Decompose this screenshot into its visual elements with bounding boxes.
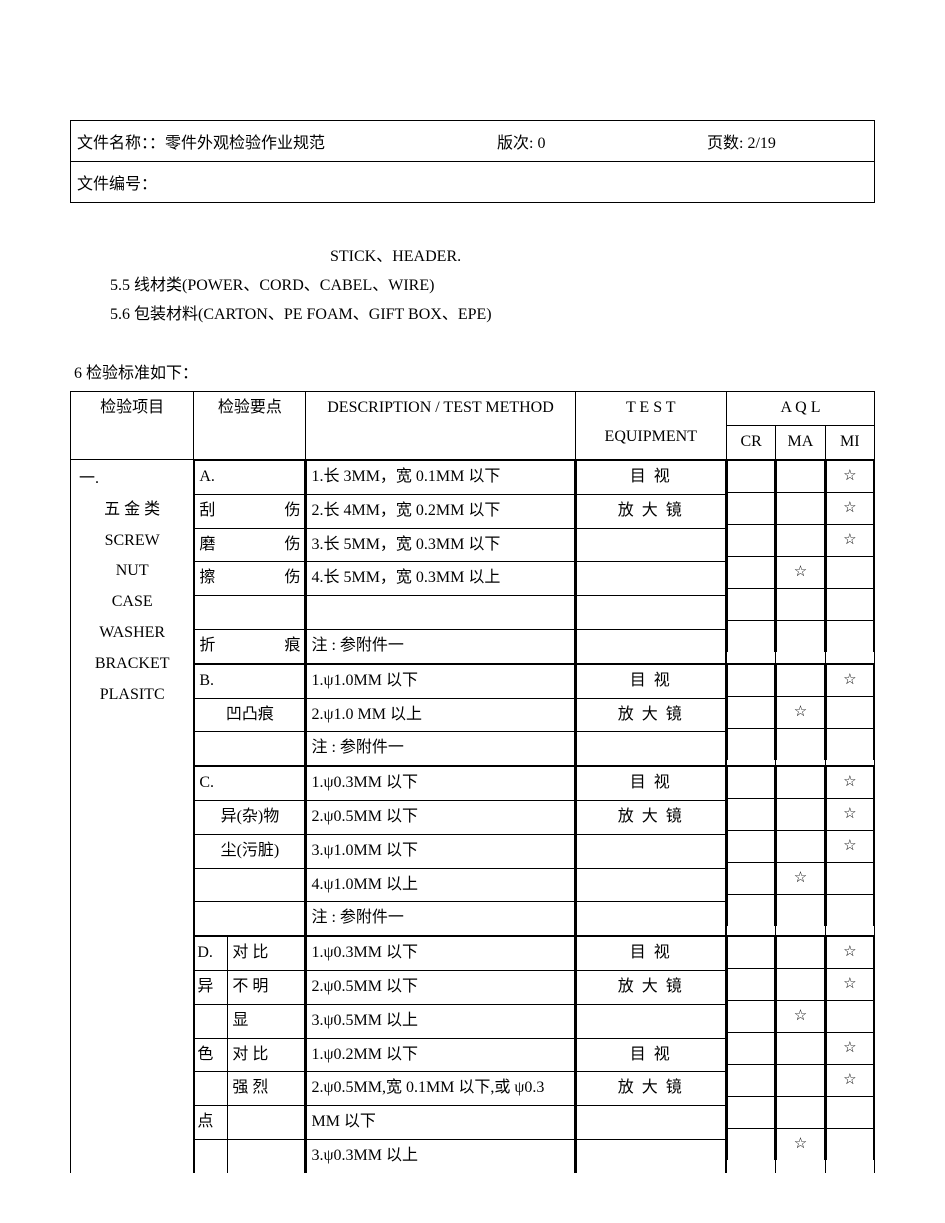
- col1-l7: BRACKET: [75, 649, 189, 680]
- col1-l5: CASE: [75, 587, 189, 618]
- secA-d3: 3.长 5MM，宽 0.3MM 以下: [307, 528, 574, 562]
- col1-l2: 五 金 类: [75, 495, 189, 526]
- col1-cell: 一. 五 金 类 SCREW NUT CASE WASHER BRACKET P…: [71, 459, 194, 1172]
- secA-d1: 1.长 3MM，宽 0.1MM 以下: [307, 460, 574, 494]
- secB-mi: ☆: [825, 663, 874, 765]
- th-desc: DESCRIPTION / TEST METHOD: [306, 392, 575, 460]
- secC-desc: 1.ψ0.3MM 以下 2.ψ0.5MM 以下 3.ψ1.0MM 以下 4.ψ1…: [306, 766, 575, 936]
- col1-l3: SCREW: [75, 526, 189, 557]
- version-label: 版次:: [497, 135, 533, 152]
- secB-desc: 1.ψ1.0MM 以下 2.ψ1.0 MM 以上 注 : 参附件一: [306, 663, 575, 765]
- secC-eq: 目 视 放 大 镜: [575, 766, 726, 936]
- secB-cr: [726, 663, 775, 765]
- secA-key-l6: 折 痕: [195, 629, 305, 662]
- thead-row-1: 检验项目 检验要点 DESCRIPTION / TEST METHOD T E …: [71, 392, 875, 426]
- secA-key: A. 刮 伤 磨 伤 擦 伤 折 痕: [194, 459, 306, 663]
- secD-mi: ☆ ☆ ☆ ☆: [825, 936, 874, 1173]
- th-aql: A Q L: [726, 392, 874, 426]
- secA-key-l2: 刮 伤: [195, 494, 305, 528]
- secB-eq: 目 视 放 大 镜: [575, 663, 726, 765]
- col1-l6: WASHER: [75, 618, 189, 649]
- secC-ma: ☆: [776, 766, 825, 936]
- secA-cr: [726, 459, 775, 663]
- secA-d4: 4.长 5MM，宽 0.3MM 以上: [307, 562, 574, 596]
- secD-cr: [726, 936, 775, 1173]
- document-header: 文件名称：：零件外观检验作业规范 版次: 0 页数: 2/19 文件编号：: [70, 120, 875, 203]
- th-ma: MA: [776, 426, 825, 460]
- secA-mi: ☆ ☆ ☆: [825, 459, 874, 663]
- secA-key-l1: A.: [195, 460, 305, 494]
- inspection-table: 检验项目 检验要点 DESCRIPTION / TEST METHOD T E …: [70, 391, 875, 1172]
- secA-eq-l2: 放 大 镜: [576, 494, 725, 528]
- secA-desc: 1.长 3MM，宽 0.1MM 以下 2.长 4MM，宽 0.2MM 以下 3.…: [306, 459, 575, 663]
- page: 页数: 2/19: [707, 129, 868, 153]
- secB-key: B. 凹凸痕: [194, 663, 306, 765]
- table-row: 一. 五 金 类 SCREW NUT CASE WASHER BRACKET P…: [71, 459, 875, 663]
- doc-name: 文件名称：：零件外观检验作业规范: [77, 129, 497, 153]
- th-equipment: T E S T EQUIPMENT: [575, 392, 726, 460]
- version: 版次: 0: [497, 129, 707, 153]
- col1-l4: NUT: [75, 556, 189, 587]
- secA-d2: 2.长 4MM，宽 0.2MM 以下: [307, 494, 574, 528]
- secC-key: C. 异(杂)物 尘(污脏): [194, 766, 306, 936]
- page-label: 页数:: [707, 135, 743, 152]
- secA-key-l3: 磨 伤: [195, 528, 305, 562]
- secD-key: D.对 比 异不 明 显 色对 比 强 烈 点: [194, 936, 306, 1173]
- version-value: 0: [537, 135, 545, 152]
- secD-desc: 1.ψ0.3MM 以下 2.ψ0.5MM 以下 3.ψ0.5MM 以上 1.ψ0…: [306, 936, 575, 1173]
- col1-l8: PLASITC: [75, 680, 189, 711]
- secA-eq-l1: 目 视: [576, 460, 725, 494]
- secB-ma: ☆: [776, 663, 825, 765]
- secA-ma: ☆: [776, 459, 825, 663]
- section-6-title: 6 检验标准如下：: [74, 359, 875, 383]
- secA-d6: 注 : 参附件一: [307, 629, 574, 662]
- header-row-1: 文件名称：：零件外观检验作业规范 版次: 0 页数: 2/19: [71, 121, 874, 162]
- pre-section: STICK、HEADER. 5.5 线材类(POWER、CORD、CABEL、W…: [70, 243, 875, 329]
- secD-ma: ☆ ☆: [776, 936, 825, 1173]
- secC-cr: [726, 766, 775, 936]
- col1-l1: 一.: [75, 464, 189, 495]
- pre-line-stick: STICK、HEADER.: [110, 243, 835, 272]
- secA-eq: 目 视 放 大 镜: [575, 459, 726, 663]
- secA-key-l4: 擦 伤: [195, 562, 305, 596]
- doc-name-value: ：零件外观检验作业规范: [149, 135, 325, 152]
- secD-eq: 目 视 放 大 镜 目 视 放 大 镜: [575, 936, 726, 1173]
- pre-line-56: 5.6 包装材料(CARTON、PE FOAM、GIFT BOX、EPE): [110, 301, 835, 330]
- th-eq-l2: EQUIPMENT: [580, 423, 722, 452]
- th-cr: CR: [726, 426, 775, 460]
- doc-name-label: 文件名称：: [77, 135, 149, 152]
- th-mi: MI: [825, 426, 874, 460]
- secC-mi: ☆ ☆ ☆: [825, 766, 874, 936]
- header-row-2: 文件编号：: [71, 162, 874, 202]
- pre-line-55: 5.5 线材类(POWER、CORD、CABEL、WIRE): [110, 272, 835, 301]
- th-item: 检验项目: [71, 392, 194, 460]
- th-key: 检验要点: [194, 392, 306, 460]
- doc-no-label: 文件编号：: [77, 176, 157, 193]
- page-value: 2/19: [747, 135, 775, 152]
- th-eq-l1: T E S T: [580, 394, 722, 423]
